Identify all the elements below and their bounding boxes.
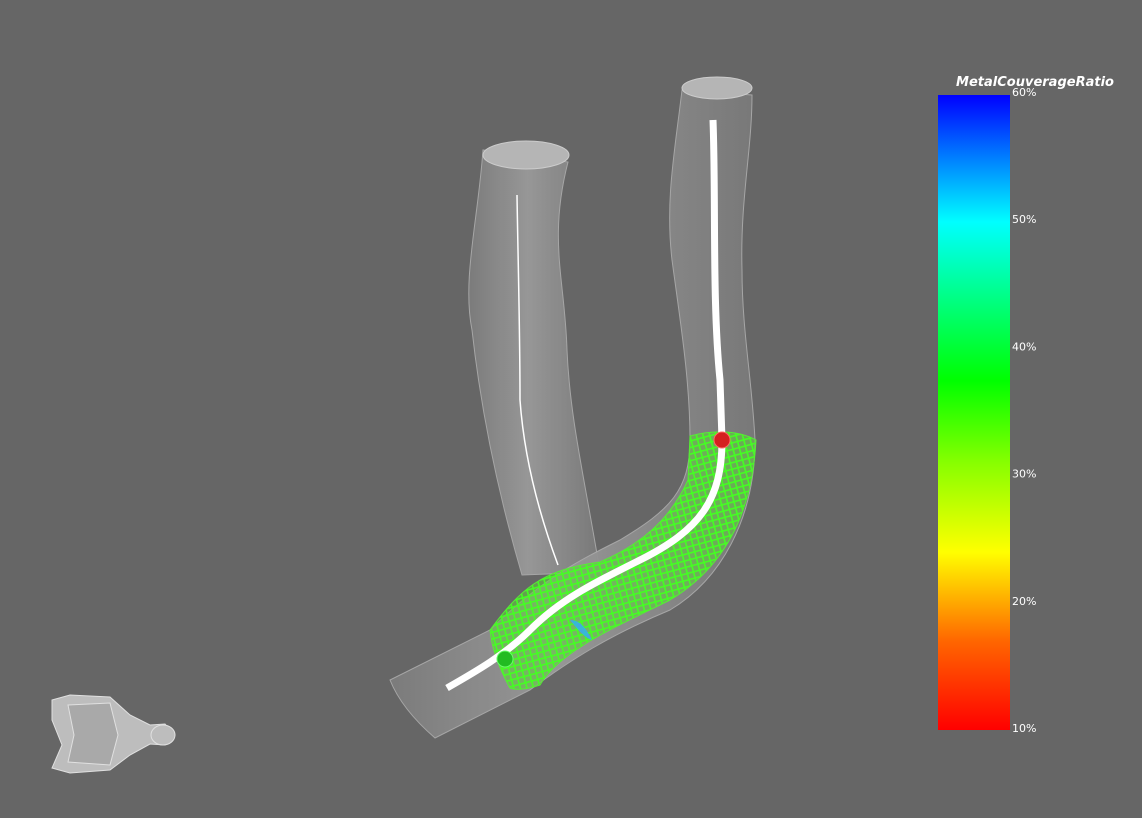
stent-mesh [489, 431, 757, 690]
stent-high-coverage [570, 620, 592, 640]
legend-tick-label: 60% [1012, 86, 1036, 99]
stent-centerline [445, 119, 726, 692]
right-vessel-opening [681, 76, 753, 100]
legend-tick-label: 20% [1012, 595, 1036, 608]
legend-tick-label: 50% [1012, 213, 1036, 226]
legend-title: MetalCouverageRatio [956, 75, 1114, 90]
orientation-figure [51, 694, 176, 774]
start-marker [496, 650, 514, 668]
legend-tick-label: 30% [1012, 468, 1036, 481]
end-marker [713, 431, 731, 449]
legend-tick-label: 40% [1012, 340, 1036, 353]
legend-tick-label: 10% [1012, 722, 1036, 735]
color-legend: MetalCouverageRatio 60% 50% 40% 30% 20% 10% [938, 75, 1114, 735]
vessel-model [389, 76, 757, 739]
left-vessel-opening [482, 140, 570, 170]
color-scale [938, 95, 1010, 730]
left-centerline [516, 194, 559, 566]
